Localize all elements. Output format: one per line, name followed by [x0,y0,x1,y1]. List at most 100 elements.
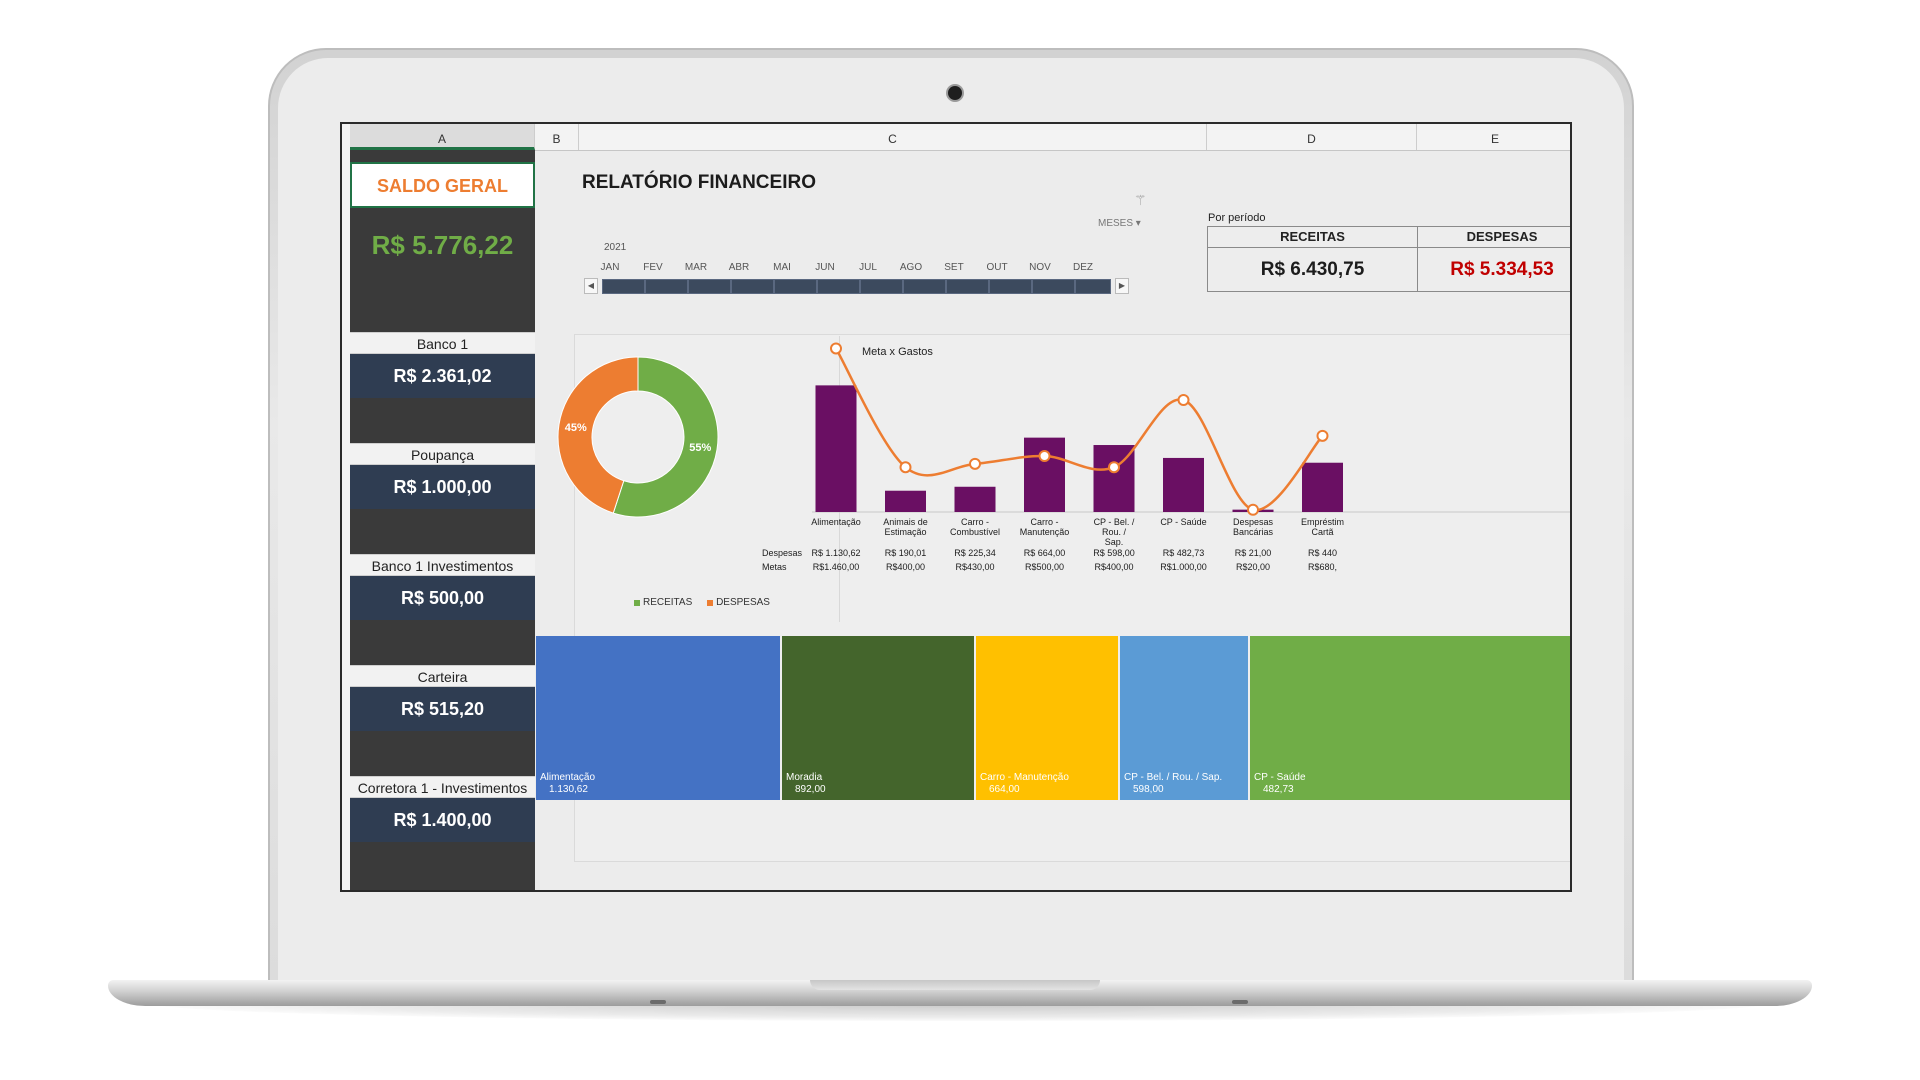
despesas-bar[interactable] [1163,457,1204,512]
data-table-cell: R$ 598,00 [1093,548,1135,558]
column-header-e[interactable]: E [1417,124,1570,150]
donut-legend: RECEITAS DESPESAS [634,597,782,608]
column-header-d[interactable]: D [1207,124,1417,150]
metas-point[interactable] [969,457,981,470]
x-tick-label: Sap. [1105,537,1124,547]
treemap-label: Carro - Manutenção [980,772,1069,783]
month-label[interactable]: ABR [728,262,750,273]
period-label: Por período [1208,212,1266,224]
account-value: R$ 1.400,00 [350,798,535,842]
laptop-foot [1232,1000,1248,1004]
column-header-c[interactable]: C [579,124,1207,150]
despesas-bar[interactable] [815,385,857,512]
receitas-label: RECEITAS [1208,227,1417,248]
metas-point[interactable] [1038,450,1051,462]
timeline-segment[interactable] [1075,279,1111,294]
x-tick-label: Manutenção [1020,527,1070,537]
laptop-foot [650,1000,666,1004]
legend-swatch [707,599,714,606]
metas-point[interactable] [899,461,912,474]
month-label[interactable]: JUL [859,262,877,273]
month-label[interactable]: DEZ [1073,262,1093,273]
timeline-segment[interactable] [774,279,817,294]
clear-filter-icon[interactable]: ⚚ [1134,192,1147,208]
metas-line[interactable] [834,347,1324,512]
treemap-value: 482,73 [1263,784,1294,795]
month-timeline-slicer[interactable]: ◀ ▶ [584,278,1129,296]
column-header-a[interactable]: A [350,124,535,150]
timeline-segment[interactable] [946,279,989,294]
timeline-segment[interactable] [602,279,645,294]
donut-data-label: 45% [565,422,587,434]
timeline-segment[interactable] [645,279,688,294]
data-table-row-label: Despesas [762,548,803,558]
donut-slice[interactable] [612,356,719,518]
month-label[interactable]: OUT [986,262,1008,273]
legend-swatch [634,599,640,606]
treemap-tile[interactable] [536,636,780,800]
data-table-cell: R$ 664,00 [1024,548,1066,558]
despesas-value: R$ 5.334,53 [1450,259,1554,280]
receitas-value: R$ 6.430,75 [1260,259,1365,280]
treemap-label: Moradia [786,772,823,783]
column-header-b[interactable]: B [535,124,579,150]
timeline-segment[interactable] [989,279,1032,294]
timeline-segment[interactable] [731,279,774,294]
timeline-segment[interactable] [817,279,860,294]
saldo-geral-title[interactable]: SALDO GERAL [350,162,535,208]
despesas-label: DESPESAS [1418,227,1570,248]
data-table-cell: R$ 190,01 [885,548,927,558]
metas-point[interactable] [830,342,842,355]
x-tick-label: Bancárias [1233,527,1274,537]
month-label[interactable]: FEV [643,262,663,273]
treemap-tile[interactable] [1120,636,1248,800]
laptop-notch [810,980,1100,990]
column-header-bar: A B C D E [342,124,1570,151]
treemap-label: Alimentação [540,772,595,783]
donut-slice[interactable] [557,356,639,514]
month-label[interactable]: AGO [899,262,923,273]
timeline-segment[interactable] [903,279,946,294]
month-label[interactable]: MAR [684,262,708,273]
treemap-value: 598,00 [1133,784,1164,795]
data-table-cell: R$ 1.130,62 [811,548,860,558]
metas-point[interactable] [1108,461,1120,474]
treemap-tile[interactable] [782,636,974,800]
treemap-value: 664,00 [989,784,1020,795]
metas-point[interactable] [1247,503,1259,516]
despesas-bar[interactable] [954,486,996,512]
scroll-right-icon[interactable]: ▶ [1115,278,1129,294]
month-label[interactable]: JAN [600,262,620,273]
legend-item: DESPESAS [716,597,770,608]
timeline-segment[interactable] [1032,279,1075,294]
month-label[interactable]: MAI [773,262,791,273]
month-label[interactable]: JUN [815,262,835,273]
saldo-geral-value: R$ 5.776,22 [371,230,514,260]
slicer-label[interactable]: MESES ▾ [1098,218,1141,229]
camera-icon [948,86,962,100]
timeline-segment[interactable] [688,279,731,294]
month-label[interactable]: NOV [1029,262,1051,273]
treemap-tile[interactable] [1250,636,1572,800]
month-label[interactable]: SET [944,262,964,273]
data-table-cell: R$ 225,34 [954,548,996,558]
timeline-months: JAN FEV MAR ABR MAI JUN JUL AGO SET OUT … [584,262,1129,276]
slicer-label-text: MESES [1098,218,1134,229]
metas-point[interactable] [1316,429,1329,442]
despesas-bar[interactable] [1024,437,1065,512]
treemap-value: 1.130,62 [549,784,588,795]
metas-point[interactable] [1177,394,1190,406]
treemap-tile[interactable] [976,636,1118,800]
timeline-segment[interactable] [860,279,903,294]
data-table-cell: R$1.000,00 [1160,562,1207,572]
account-label: Banco 1 Investimentos [350,554,535,576]
despesas-bar[interactable] [885,490,926,512]
scroll-left-icon[interactable]: ◀ [584,278,598,294]
legend-item: RECEITAS [643,597,693,608]
chevron-down-icon: ▾ [1135,218,1141,229]
data-table-cell: R$400,00 [886,562,925,572]
despesas-bar[interactable] [1302,462,1343,512]
x-tick-label: Alimentação [811,517,861,527]
x-tick-label: Animais de [883,517,928,527]
